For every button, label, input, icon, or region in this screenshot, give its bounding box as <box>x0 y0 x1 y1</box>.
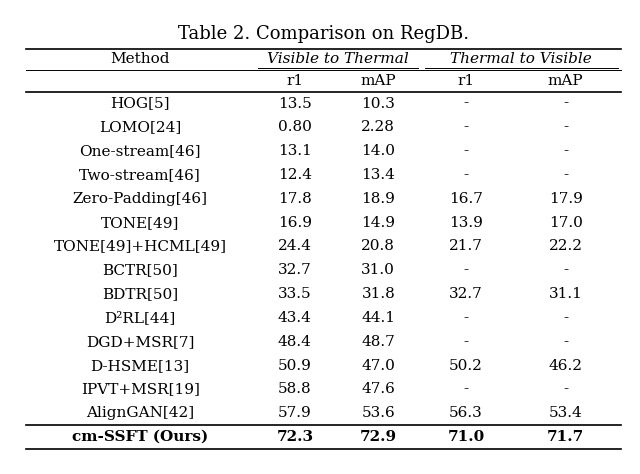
Text: Thermal to Visible: Thermal to Visible <box>450 53 592 66</box>
Text: 31.0: 31.0 <box>362 264 395 277</box>
Text: 48.4: 48.4 <box>278 335 312 349</box>
Text: 20.8: 20.8 <box>362 239 395 254</box>
Text: 13.5: 13.5 <box>278 97 312 110</box>
Text: r1: r1 <box>458 74 475 88</box>
Text: -: - <box>463 144 468 158</box>
Text: r1: r1 <box>286 74 303 88</box>
Text: TONE[49]+HCML[49]: TONE[49]+HCML[49] <box>54 239 227 254</box>
Text: -: - <box>463 335 468 349</box>
Text: 58.8: 58.8 <box>278 383 312 396</box>
Text: DGD+MSR[7]: DGD+MSR[7] <box>86 335 195 349</box>
Text: mAP: mAP <box>360 74 396 88</box>
Text: 31.8: 31.8 <box>362 287 395 301</box>
Text: 71.0: 71.0 <box>447 430 484 444</box>
Text: D²RL[44]: D²RL[44] <box>104 311 176 325</box>
Text: -: - <box>563 144 568 158</box>
Text: 72.3: 72.3 <box>276 430 314 444</box>
Text: mAP: mAP <box>548 74 584 88</box>
Text: 2.28: 2.28 <box>362 120 395 134</box>
Text: -: - <box>563 383 568 396</box>
Text: 31.1: 31.1 <box>549 287 582 301</box>
Text: -: - <box>563 168 568 182</box>
Text: -: - <box>463 97 468 110</box>
Text: -: - <box>463 120 468 134</box>
Text: 17.0: 17.0 <box>549 216 582 229</box>
Text: 32.7: 32.7 <box>449 287 483 301</box>
Text: -: - <box>563 311 568 325</box>
Text: Zero-Padding[46]: Zero-Padding[46] <box>73 192 207 206</box>
Text: 17.9: 17.9 <box>549 192 582 206</box>
Text: -: - <box>463 168 468 182</box>
Text: AlignGAN[42]: AlignGAN[42] <box>86 406 194 420</box>
Text: 47.0: 47.0 <box>362 359 395 373</box>
Text: Two-stream[46]: Two-stream[46] <box>79 168 201 182</box>
Text: 50.9: 50.9 <box>278 359 312 373</box>
Text: 50.2: 50.2 <box>449 359 483 373</box>
Text: -: - <box>463 383 468 396</box>
Text: 16.9: 16.9 <box>278 216 312 229</box>
Text: -: - <box>563 120 568 134</box>
Text: BCTR[50]: BCTR[50] <box>102 264 178 277</box>
Text: One-stream[46]: One-stream[46] <box>79 144 201 158</box>
Text: BDTR[50]: BDTR[50] <box>102 287 178 301</box>
Text: -: - <box>563 97 568 110</box>
Text: Method: Method <box>111 53 170 66</box>
Text: TONE[49]: TONE[49] <box>101 216 179 229</box>
Text: 10.3: 10.3 <box>362 97 395 110</box>
Text: -: - <box>563 335 568 349</box>
Text: 17.8: 17.8 <box>278 192 312 206</box>
Text: 71.7: 71.7 <box>547 430 584 444</box>
Text: 21.7: 21.7 <box>449 239 483 254</box>
Text: 0.80: 0.80 <box>278 120 312 134</box>
Text: Table 2. Comparison on RegDB.: Table 2. Comparison on RegDB. <box>178 25 468 43</box>
Text: HOG[5]: HOG[5] <box>111 97 170 110</box>
Text: -: - <box>463 264 468 277</box>
Text: 13.1: 13.1 <box>278 144 312 158</box>
Text: 16.7: 16.7 <box>449 192 483 206</box>
Text: 43.4: 43.4 <box>278 311 312 325</box>
Text: 32.7: 32.7 <box>278 264 312 277</box>
Text: 22.2: 22.2 <box>548 239 583 254</box>
Text: 48.7: 48.7 <box>362 335 395 349</box>
Text: IPVT+MSR[19]: IPVT+MSR[19] <box>81 383 200 396</box>
Text: 53.6: 53.6 <box>362 406 395 420</box>
Text: 57.9: 57.9 <box>278 406 312 420</box>
Text: 13.4: 13.4 <box>362 168 395 182</box>
Text: 44.1: 44.1 <box>361 311 396 325</box>
Text: 12.4: 12.4 <box>278 168 312 182</box>
Text: 14.9: 14.9 <box>361 216 396 229</box>
Text: 14.0: 14.0 <box>361 144 396 158</box>
Text: 24.4: 24.4 <box>278 239 312 254</box>
Text: 47.6: 47.6 <box>362 383 395 396</box>
Text: 46.2: 46.2 <box>548 359 583 373</box>
Text: -: - <box>463 311 468 325</box>
Text: 13.9: 13.9 <box>449 216 483 229</box>
Text: 53.4: 53.4 <box>549 406 582 420</box>
Text: -: - <box>563 264 568 277</box>
Text: 72.9: 72.9 <box>360 430 397 444</box>
Text: 56.3: 56.3 <box>449 406 483 420</box>
Text: 18.9: 18.9 <box>362 192 395 206</box>
Text: cm-SSFT (Ours): cm-SSFT (Ours) <box>72 430 208 444</box>
Text: LOMO[24]: LOMO[24] <box>99 120 181 134</box>
Text: 33.5: 33.5 <box>278 287 312 301</box>
Text: D-HSME[13]: D-HSME[13] <box>91 359 189 373</box>
Text: Visible to Thermal: Visible to Thermal <box>268 53 409 66</box>
